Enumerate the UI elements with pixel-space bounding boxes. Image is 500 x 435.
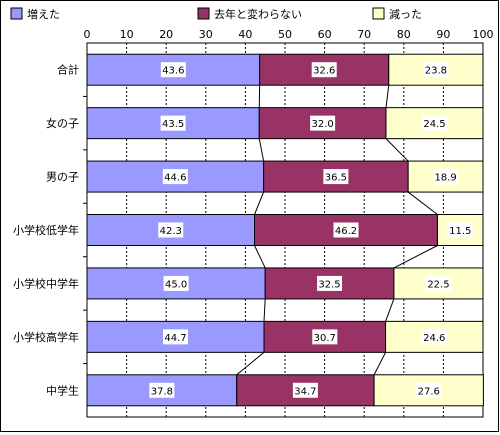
category-label: 小学校高学年: [13, 330, 79, 344]
category-label: 合計: [57, 63, 79, 77]
data-label: 23.8: [425, 66, 447, 77]
category-label: 小学校中学年: [13, 276, 79, 290]
data-label: 27.6: [418, 386, 440, 397]
legend-swatch: [198, 8, 209, 19]
legend-label: 増えた: [27, 8, 60, 21]
legend-label: 去年と変わらない: [214, 7, 302, 21]
data-label: 46.2: [335, 226, 357, 237]
category-label: 小学校低学年: [13, 223, 79, 237]
x-tick-label: 30: [199, 28, 213, 41]
data-label: 22.5: [427, 279, 449, 290]
category-label: 男の子: [46, 171, 79, 184]
x-tick-label: 100: [473, 28, 494, 41]
data-label: 45.0: [165, 279, 187, 290]
x-tick-label: 50: [278, 28, 292, 41]
data-label: 24.6: [423, 333, 445, 344]
legend-swatch: [11, 8, 22, 19]
data-label: 30.7: [314, 333, 336, 344]
data-label: 44.7: [164, 333, 186, 344]
data-label: 42.3: [160, 226, 182, 237]
data-label: 11.5: [449, 226, 471, 237]
data-label: 43.6: [162, 66, 184, 77]
data-label: 34.7: [294, 386, 316, 397]
category-label: 女の子: [46, 116, 79, 130]
data-label: 44.6: [164, 173, 186, 184]
x-tick-label: 90: [436, 28, 450, 41]
legend: 増えた 去年と変わらない 減った: [11, 7, 422, 21]
x-tick-label: 0: [84, 28, 91, 41]
data-label: 32.6: [313, 66, 335, 77]
x-tick-label: 20: [159, 28, 173, 41]
data-label: 37.8: [151, 386, 173, 397]
data-label: 32.5: [318, 279, 340, 290]
data-label: 18.9: [434, 173, 456, 184]
legend-swatch: [373, 8, 384, 19]
legend-label: 減った: [389, 7, 422, 21]
data-label: 32.0: [311, 119, 333, 130]
x-tick-label: 40: [238, 28, 252, 41]
x-tick-label: 80: [397, 28, 411, 41]
x-tick-label: 70: [357, 28, 371, 41]
data-label: 36.5: [325, 173, 347, 184]
data-label: 24.5: [423, 119, 445, 130]
x-tick-label: 60: [318, 28, 332, 41]
data-label: 43.5: [162, 119, 184, 130]
x-tick-label: 10: [120, 28, 134, 41]
category-label: 中学生: [46, 383, 79, 397]
